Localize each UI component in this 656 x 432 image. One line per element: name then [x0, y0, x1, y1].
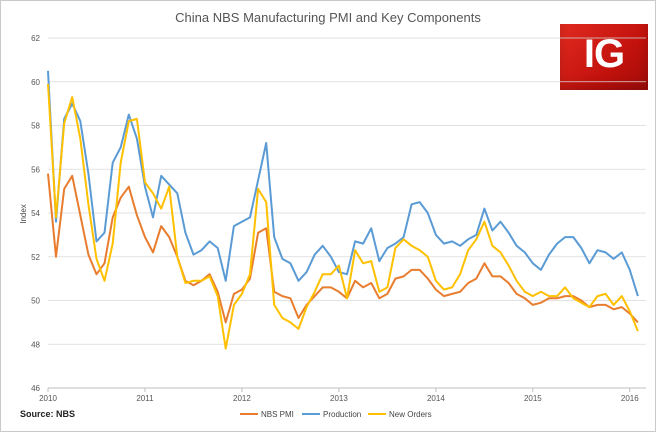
y-tick-label: 46	[31, 384, 40, 393]
x-tick-label: 2011	[136, 394, 154, 403]
y-tick-label: 48	[31, 340, 40, 349]
source-note: Source: NBS	[20, 409, 76, 419]
x-tick-label: 2010	[39, 394, 57, 403]
series-line-production	[47, 70, 639, 297]
gridlines	[48, 37, 646, 389]
ig-logo-text: IG	[583, 32, 625, 76]
x-tick-label: 2015	[524, 394, 542, 403]
chart-title: China NBS Manufacturing PMI and Key Comp…	[175, 10, 481, 25]
y-tick-label: 56	[31, 165, 40, 174]
y-tick-label: 50	[31, 297, 40, 306]
y-tick-label: 54	[31, 209, 40, 218]
legend: NBS PMI Production New Orders	[240, 410, 432, 419]
x-tick-label: 2013	[330, 394, 348, 403]
y-axis-label: Index	[19, 204, 28, 224]
legend-label-nbs-pmi: NBS PMI	[261, 410, 294, 419]
series-lines	[47, 70, 639, 350]
series-line-new-orders	[47, 83, 639, 350]
ig-logo: IG	[560, 24, 648, 90]
axes: 46 48 50 52 54 56 58 60 62 2010 2011 2012 2013 2014 20…	[31, 34, 646, 403]
series-line-nbs-pmi	[47, 173, 639, 324]
y-tick-label: 60	[31, 78, 40, 87]
legend-label-new-orders: New Orders	[389, 410, 432, 419]
y-tick-label: 58	[31, 122, 40, 131]
y-tick-label: 52	[31, 253, 40, 262]
y-tick-label: 62	[31, 34, 40, 43]
x-tick-label: 2016	[621, 394, 639, 403]
x-tick-label: 2012	[233, 394, 251, 403]
legend-label-production: Production	[323, 410, 361, 419]
x-tick-label: 2014	[427, 394, 445, 403]
